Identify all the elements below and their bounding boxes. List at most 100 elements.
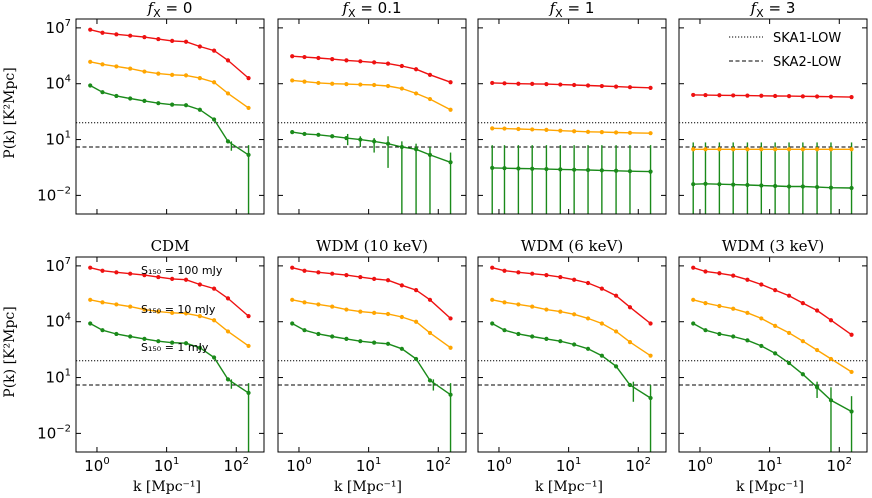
data-point — [558, 339, 563, 344]
x-tick-label: 102 — [224, 456, 249, 475]
series-line-2 — [692, 322, 852, 413]
data-point — [114, 331, 119, 337]
x-axis-label-1: k [Mpc⁻¹] — [133, 479, 201, 495]
data-point — [717, 271, 722, 276]
data-point — [516, 270, 521, 275]
data-point — [344, 307, 349, 312]
data-point — [599, 353, 604, 358]
x-tick-exp: 0 — [505, 456, 511, 467]
data-point — [786, 330, 792, 336]
data-point — [572, 129, 577, 134]
data-point — [558, 82, 563, 87]
data-point — [516, 81, 521, 86]
data-point — [142, 98, 147, 103]
y-tick-exp: 4 — [65, 74, 71, 85]
data-point — [128, 66, 133, 71]
y-tick-exp: −2 — [56, 185, 71, 196]
legend-label: SKA2-LOW — [773, 55, 841, 70]
data-point — [399, 144, 404, 150]
series-line-0 — [692, 267, 852, 336]
data-point — [773, 183, 778, 189]
data-point — [197, 107, 202, 112]
x-tick-label: 101 — [757, 456, 782, 475]
data-point — [344, 135, 349, 141]
series-line-2 — [491, 322, 651, 399]
flux-annotation: S₁₅₀ = 100 mJy — [141, 264, 223, 277]
data-point — [627, 130, 633, 135]
data-point — [613, 84, 619, 89]
data-point — [731, 93, 736, 98]
data-point — [648, 321, 653, 326]
data-point — [558, 309, 563, 314]
data-point — [211, 117, 217, 122]
panel-frame — [75, 256, 265, 453]
data-point — [627, 85, 633, 90]
data-point — [385, 311, 391, 317]
data-point — [302, 328, 307, 333]
data-point — [502, 268, 507, 273]
x-tick-exp: 1 — [173, 456, 179, 467]
data-point — [828, 94, 834, 99]
x-tick-exp: 1 — [375, 456, 381, 467]
data-point — [413, 147, 419, 152]
data-point — [344, 336, 349, 341]
data-point — [330, 134, 335, 139]
series-line-2 — [89, 322, 249, 394]
legend-label: SKA1-LOW — [773, 31, 841, 46]
data-point — [849, 409, 854, 414]
data-point — [88, 27, 93, 32]
data-point — [330, 304, 335, 309]
data-point — [100, 30, 105, 35]
data-point — [814, 347, 820, 353]
data-point — [128, 271, 133, 276]
data-point — [530, 166, 535, 171]
data-point — [372, 82, 377, 88]
y-tick-exp: 1 — [65, 130, 71, 141]
data-point — [211, 355, 217, 360]
data-point — [330, 81, 335, 86]
panel-title: fX = 0.1 — [341, 0, 401, 20]
y-tick-label: 10−2 — [37, 185, 71, 204]
x-tick-label: 102 — [827, 456, 852, 475]
data-point — [599, 321, 604, 326]
data-point — [585, 129, 591, 134]
x-tick-exp: 2 — [645, 456, 651, 467]
data-point — [703, 181, 708, 186]
data-point — [385, 278, 391, 283]
data-point — [814, 184, 820, 190]
title-f: f — [147, 0, 156, 17]
series-line-1 — [90, 61, 249, 109]
data-point — [773, 351, 778, 356]
data-point — [759, 147, 764, 152]
data-point — [156, 101, 161, 106]
data-point — [648, 85, 653, 90]
data-point — [156, 339, 161, 344]
data-point — [731, 306, 736, 311]
data-point — [399, 283, 404, 288]
data-point — [358, 339, 363, 344]
data-point — [490, 321, 495, 326]
data-point — [717, 147, 722, 152]
data-point — [691, 182, 696, 187]
data-point — [128, 33, 133, 38]
data-point — [786, 94, 792, 99]
data-point — [516, 331, 521, 337]
data-point — [170, 72, 175, 77]
series-line-2 — [492, 167, 651, 173]
data-point — [745, 277, 750, 282]
data-point — [413, 91, 419, 96]
data-point — [691, 297, 696, 302]
series-line-2 — [693, 183, 852, 189]
data-point — [849, 369, 854, 375]
data-point — [490, 297, 495, 302]
data-point — [316, 132, 321, 137]
data-point — [544, 82, 549, 87]
data-point — [316, 302, 321, 307]
data-point — [731, 182, 736, 187]
data-point — [599, 286, 604, 291]
data-point — [691, 92, 696, 98]
x-tick-exp: 2 — [846, 456, 852, 467]
data-point — [814, 94, 820, 99]
data-point — [703, 147, 708, 152]
